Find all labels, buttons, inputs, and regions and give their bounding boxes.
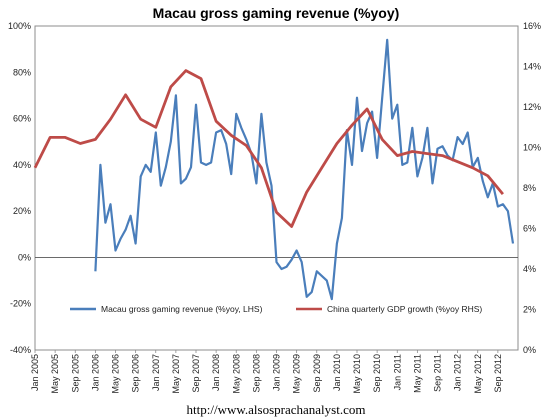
left-tick-label: 100% <box>8 21 31 31</box>
x-tick-label: Jan 2008 <box>211 354 221 391</box>
left-tick-label: -40% <box>10 345 31 355</box>
x-tick-label: Jan 2009 <box>272 354 282 391</box>
x-tick-label: Jan 2005 <box>30 354 40 391</box>
plot-area <box>34 25 519 351</box>
x-tick-label: Sep 2011 <box>433 354 443 392</box>
x-tick-label: Jan 2006 <box>90 354 100 391</box>
x-tick-label: Sep 2008 <box>251 354 261 393</box>
x-tick-label: Sep 2012 <box>493 354 503 393</box>
right-tick-label: 8% <box>523 183 536 193</box>
x-tick-label: Jan 2011 <box>392 354 402 390</box>
x-tick-label: Sep 2010 <box>372 354 382 393</box>
x-tick-label: May 2006 <box>111 354 121 394</box>
x-tick-label: Sep 2007 <box>191 354 201 393</box>
left-tick-label: 60% <box>13 114 31 124</box>
x-tick-label: Jan 2012 <box>453 354 463 391</box>
left-tick-label: 40% <box>13 160 31 170</box>
x-tick-label: May 2012 <box>473 354 483 394</box>
x-tick-label: Jan 2007 <box>151 354 161 391</box>
x-tick-label: May 2009 <box>292 354 302 394</box>
legend-label: Macau gross gaming revenue (%yoy, LHS) <box>101 304 263 314</box>
right-axis: 0% 2% 4% 6% 8% 10% 12% 14% 16% <box>523 21 541 355</box>
legend: Macau gross gaming revenue (%yoy, LHS) Ch… <box>70 304 482 314</box>
x-tick-label: May 2010 <box>352 354 362 394</box>
x-tick-label: Sep 2006 <box>131 354 141 393</box>
x-tick-label: Sep 2005 <box>70 354 80 393</box>
chart-title: Macau gross gaming revenue (%yoy) <box>153 5 400 21</box>
x-tick-label: May 2011 <box>412 354 422 393</box>
right-tick-label: 6% <box>523 224 536 234</box>
left-tick-label: 0% <box>18 252 31 262</box>
left-axis: -40% -20% 0% 20% 40% 60% 80% 100% <box>8 21 31 355</box>
x-tick-label: May 2008 <box>231 354 241 394</box>
x-tick-label: May 2007 <box>171 354 181 394</box>
x-tick-label: Sep 2009 <box>312 354 322 393</box>
left-tick-label: -20% <box>10 299 31 309</box>
x-axis: Jan 2005 May 2005 Sep 2005 Jan 2006 May 2006… <box>30 350 503 394</box>
left-tick-label: 20% <box>13 206 31 216</box>
right-tick-label: 10% <box>523 143 541 153</box>
left-tick-label: 80% <box>13 67 31 77</box>
legend-label: China quarterly GDP growth (%yoy RHS) <box>327 304 482 314</box>
source-url: http://www.alsosprachanalyst.com <box>187 402 366 417</box>
right-tick-label: 2% <box>523 305 536 315</box>
right-tick-label: 0% <box>523 345 536 355</box>
series-line-macau-gaming-revenue <box>94 38 515 301</box>
right-tick-label: 14% <box>523 62 541 72</box>
series-group <box>33 38 515 301</box>
right-tick-label: 4% <box>523 264 536 274</box>
right-tick-label: 12% <box>523 102 541 112</box>
right-tick-label: 16% <box>523 21 541 31</box>
x-tick-label: Jan 2010 <box>332 354 342 391</box>
x-tick-label: May 2005 <box>50 354 60 394</box>
series-line-china-gdp-growth <box>33 69 504 228</box>
